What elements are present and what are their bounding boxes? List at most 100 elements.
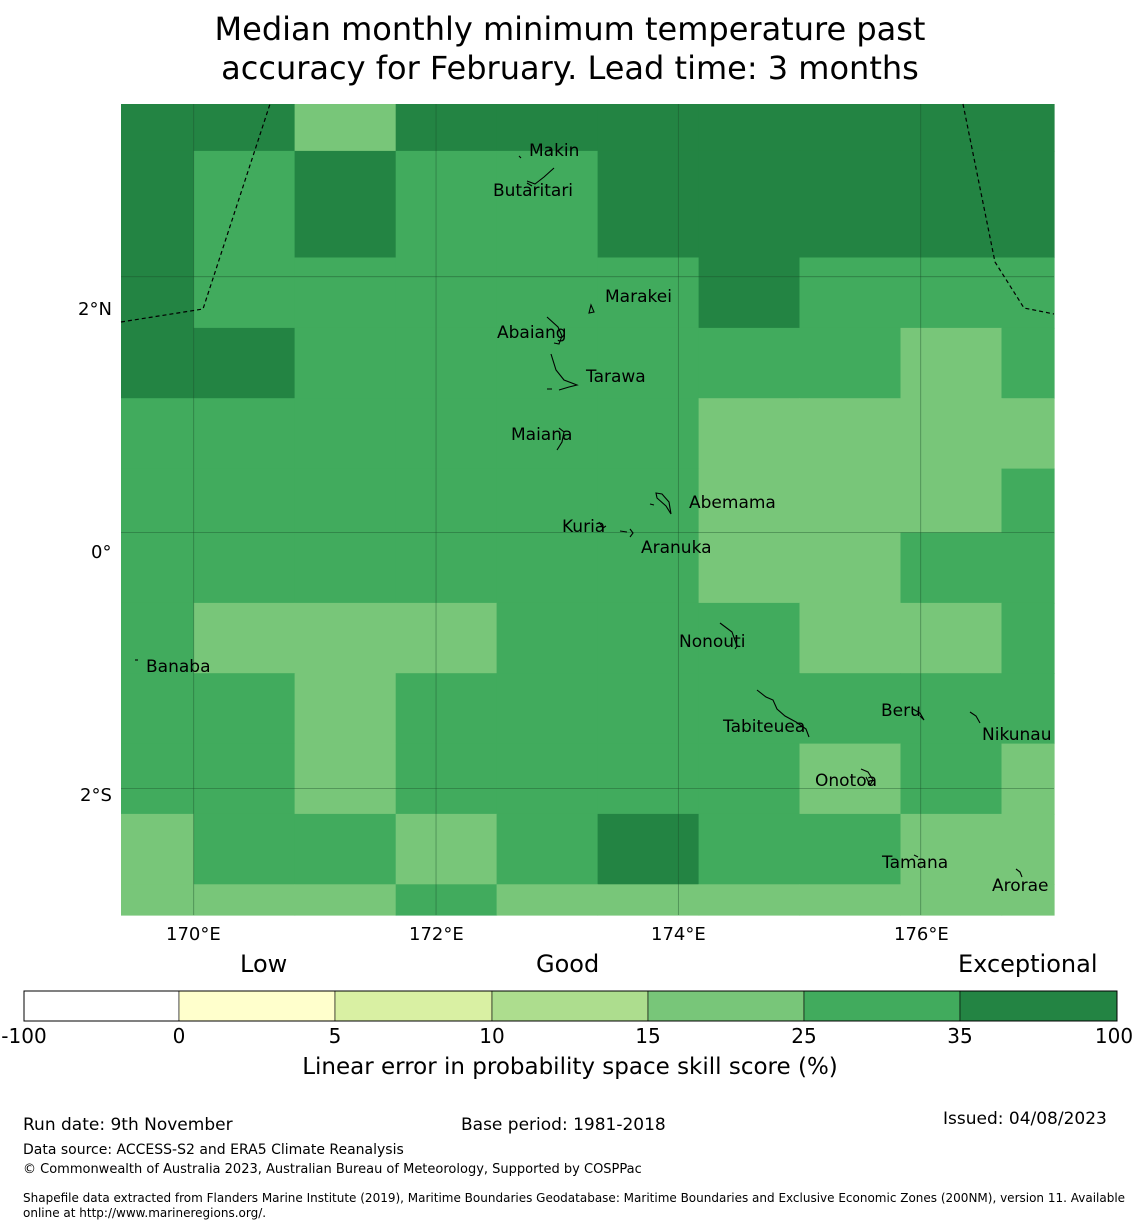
skill-cell	[395, 884, 498, 916]
island-label-banaba: Banaba	[146, 657, 211, 677]
island-label-marakei: Marakei	[605, 287, 672, 307]
colorbar-tick: -100	[1, 1024, 47, 1048]
skill-cell	[799, 602, 901, 674]
skill-cell	[1001, 602, 1055, 674]
skill-cell	[496, 743, 599, 815]
issued-date: Issued: 04/08/2023	[943, 1109, 1107, 1129]
skill-cell	[496, 104, 599, 152]
island-label-makin: Makin	[529, 141, 580, 161]
skill-cell	[121, 743, 195, 815]
skill-cell	[496, 813, 599, 885]
skill-cell	[900, 150, 1003, 259]
skill-cell	[900, 468, 1003, 534]
island-outline-tamana	[913, 854, 919, 858]
skill-cell	[698, 150, 801, 259]
skill-cell	[395, 743, 498, 815]
island-label-tamana: Tamana	[882, 853, 949, 873]
skill-cell	[121, 327, 195, 399]
skill-cell	[496, 884, 599, 916]
skill-cell	[799, 468, 901, 534]
skill-cell	[496, 673, 599, 745]
island-outline-butaritari	[526, 167, 555, 187]
skill-cell	[395, 602, 498, 674]
skill-cell	[597, 327, 700, 399]
colorbar-tick: 35	[947, 1024, 973, 1048]
skill-cell	[597, 673, 700, 745]
skill-cell	[698, 743, 801, 815]
eez-boundaries	[120, 103, 1055, 323]
island-label-arorae: Arorae	[992, 876, 1049, 896]
island-label-abemama: Abemama	[689, 493, 776, 513]
island-label-kuria: Kuria	[562, 517, 606, 537]
skill-cell	[900, 602, 1003, 674]
skill-cell	[294, 104, 397, 152]
skill-cell	[597, 257, 700, 329]
skill-cell	[1001, 673, 1055, 745]
colorbar	[23, 990, 1118, 1022]
skill-cell	[496, 532, 599, 604]
skill-cell	[900, 884, 1003, 916]
skill-cell	[121, 532, 195, 604]
skill-cell	[799, 532, 901, 604]
skill-cell	[395, 532, 498, 604]
skill-cell	[900, 398, 1003, 470]
skill-cell	[799, 398, 901, 470]
colorbar-bin	[178, 990, 336, 1022]
skill-cell	[395, 257, 498, 329]
colorbar-tick: 15	[635, 1024, 661, 1048]
skill-cell	[193, 257, 296, 329]
lat-tick-0: 0°	[91, 542, 112, 563]
skill-cell	[1001, 743, 1055, 815]
island-label-tabiteuea: Tabiteuea	[723, 717, 806, 737]
skill-cell	[395, 104, 498, 152]
lon-tick-172e: 172°E	[409, 924, 464, 945]
skill-cell	[799, 257, 901, 329]
skill-cell	[395, 398, 498, 470]
island-label-butaritari: Butaritari	[493, 181, 574, 201]
colorbar-tick: 10	[479, 1024, 505, 1048]
colorbar-heading-exceptional: Exceptional	[958, 950, 1098, 978]
island-label-nikunau: Nikunau	[982, 725, 1052, 745]
skill-cell	[294, 813, 397, 885]
skill-cell	[900, 327, 1003, 399]
island-outline-abaiang	[546, 316, 563, 345]
skill-cell	[193, 327, 296, 399]
shapefile-credit-line-1: Shapefile data extracted from Flanders M…	[23, 1191, 1126, 1205]
island-label-beru: Beru	[881, 701, 921, 721]
skill-cell	[799, 813, 901, 885]
eez-boundary-east	[962, 103, 1055, 315]
island-outline-aranuka	[619, 528, 634, 538]
colorbar-bin	[959, 990, 1118, 1022]
run-date: Run date: 9th November	[23, 1115, 233, 1135]
island-outline-arorae	[1015, 868, 1023, 878]
skill-cell	[121, 673, 195, 745]
island-label-maiana: Maiana	[511, 425, 573, 445]
colorbar-tick: 25	[791, 1024, 817, 1048]
island-outline-maiana	[556, 427, 565, 451]
island-label-aranuka: Aranuka	[641, 538, 712, 558]
skill-grid-cells	[121, 104, 1055, 916]
skill-cell	[597, 150, 700, 259]
skill-cell	[597, 468, 700, 534]
lat-tick-2s: 2°S	[80, 785, 112, 806]
skill-cell	[799, 743, 901, 815]
skill-cell	[1001, 532, 1055, 604]
skill-cell	[1001, 398, 1055, 470]
island-outline-onotoa	[860, 768, 874, 787]
skill-cell	[1001, 327, 1055, 399]
skill-cell	[1001, 150, 1055, 259]
skill-cell	[121, 468, 195, 534]
skill-cell	[121, 602, 195, 674]
title-line-2: accuracy for February. Lead time: 3 mont…	[221, 49, 919, 87]
skill-cell	[1001, 884, 1055, 916]
island-outline-nikunau	[969, 711, 981, 724]
skill-cell	[900, 257, 1003, 329]
colorbar-axis-label: Linear error in probability space skill …	[302, 1054, 838, 1080]
skill-cell	[1001, 813, 1055, 885]
skill-cell	[193, 468, 296, 534]
colorbar-bin	[334, 990, 493, 1022]
skill-cell	[294, 884, 397, 916]
colorbar-bin	[491, 990, 649, 1022]
skill-cell	[294, 602, 397, 674]
skill-cell	[597, 743, 700, 815]
